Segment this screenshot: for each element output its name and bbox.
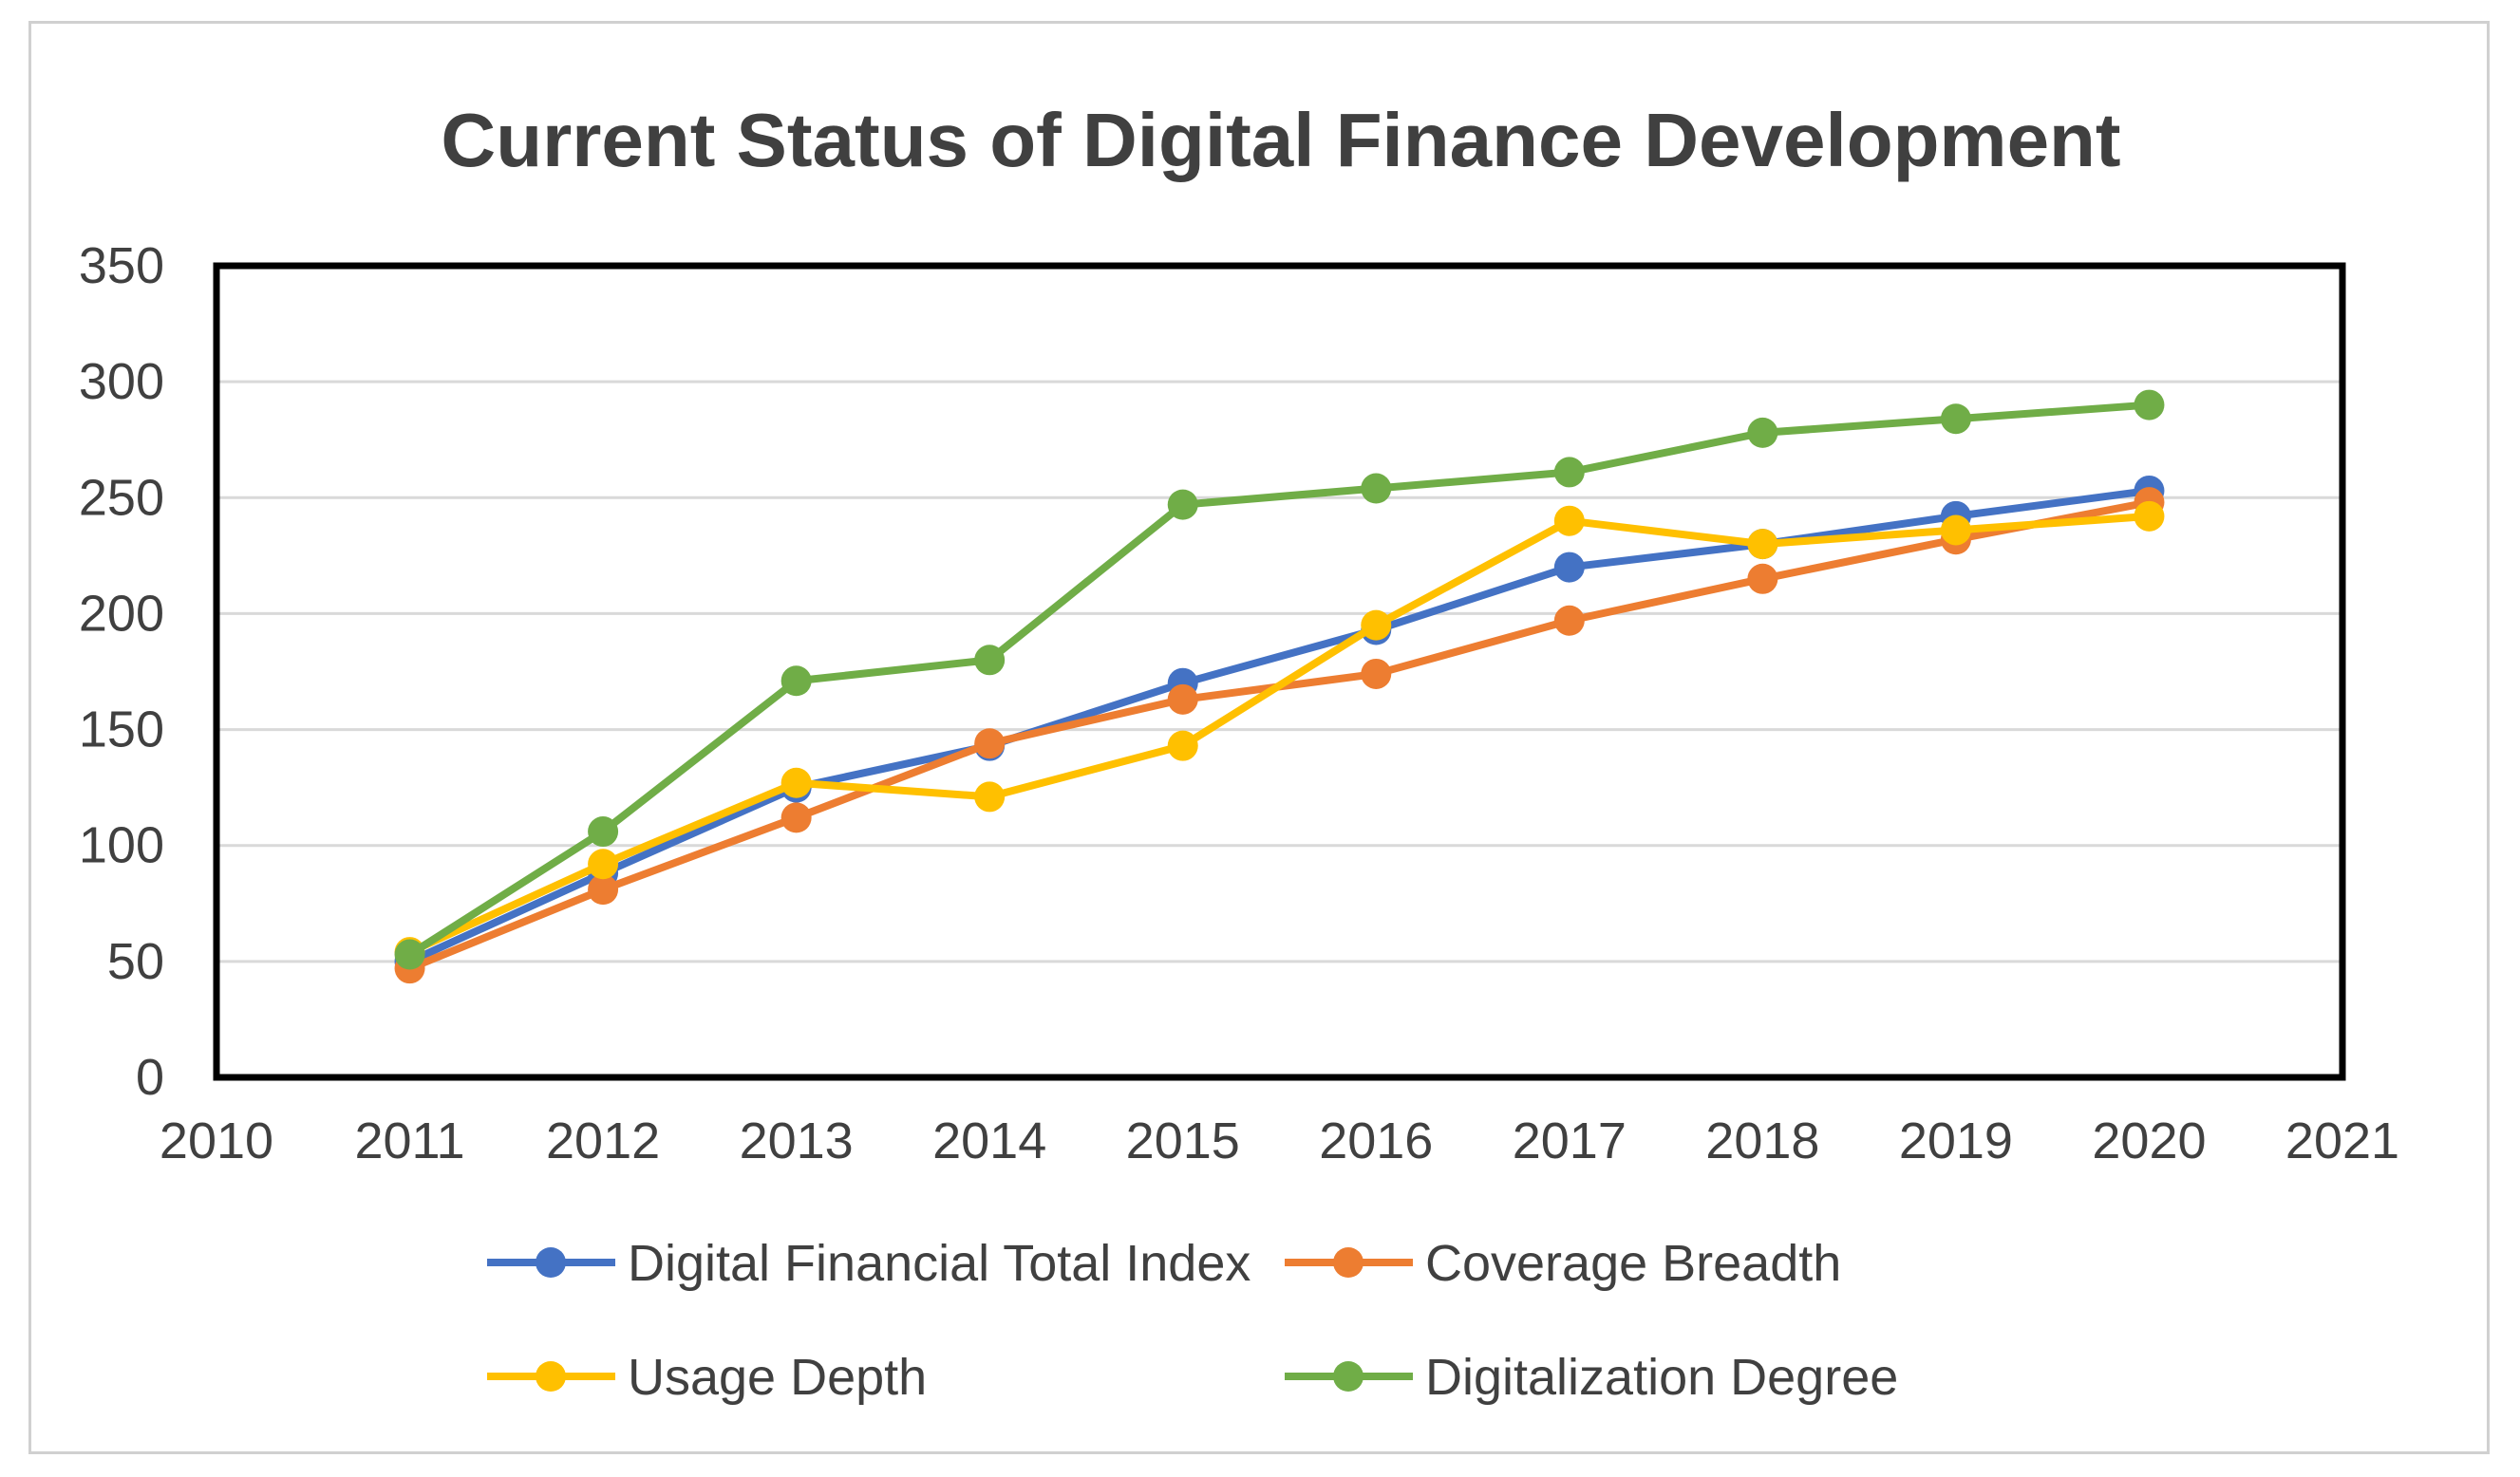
data-point [1361, 658, 1392, 689]
legend-label: Usage Depth [628, 1349, 927, 1406]
legend-item: Digital Financial Total Index [487, 1235, 1251, 1292]
data-point [1747, 417, 1778, 448]
series-line [408, 498, 2151, 972]
legend-label: Digitalization Degree [1425, 1349, 1898, 1406]
data-point [1167, 489, 1198, 520]
x-tick-label: 2010 [160, 1112, 273, 1169]
y-tick-label: 0 [136, 1049, 164, 1106]
data-point [974, 781, 1006, 813]
legend-item: Digitalization Degree [1285, 1349, 1898, 1406]
data-point [1747, 563, 1778, 594]
y-tick-label: 100 [79, 817, 164, 874]
legend-marker [536, 1247, 566, 1278]
data-point [1553, 505, 1585, 536]
data-point [974, 645, 1006, 676]
legend-marker [1333, 1361, 1363, 1392]
data-point [588, 849, 619, 880]
x-tick-label: 2012 [546, 1112, 660, 1169]
x-tick-label: 2011 [354, 1112, 464, 1169]
plot-area-border [213, 262, 2346, 1081]
data-point [2134, 389, 2165, 421]
x-tick-label: 2014 [932, 1112, 1046, 1169]
x-tick-label: 2015 [1126, 1112, 1240, 1169]
series-line [407, 401, 2150, 958]
x-tick-label: 2018 [1705, 1112, 1819, 1169]
data-point [1167, 730, 1198, 761]
data-point [1553, 605, 1585, 636]
x-tick-label: 2020 [2092, 1112, 2206, 1169]
y-tick-label: 300 [79, 353, 164, 410]
data-point [2134, 500, 2165, 532]
chart-title: Current Status of Digital Finance Develo… [441, 98, 2120, 182]
legend-label: Coverage Breadth [1425, 1235, 1841, 1292]
x-tick-label: 2016 [1319, 1112, 1433, 1169]
data-point [780, 802, 812, 833]
data-point [1167, 683, 1198, 715]
data-point [1361, 609, 1392, 641]
y-tick-label: 350 [79, 237, 164, 294]
x-tick-label: 2017 [1513, 1112, 1627, 1169]
y-tick-label: 150 [79, 701, 164, 758]
data-point [1553, 457, 1585, 488]
legend-marker [1333, 1247, 1363, 1278]
data-point [1553, 552, 1585, 583]
series-line [407, 512, 2150, 956]
data-point [780, 665, 812, 697]
data-point [974, 728, 1006, 759]
series-digitalization-degree [394, 389, 2165, 970]
legend-marker [536, 1361, 566, 1392]
series-line [407, 486, 2150, 965]
x-tick-label: 2019 [1899, 1112, 2013, 1169]
line-chart: Current Status of Digital Finance Develo… [79, 98, 2399, 1406]
x-tick-label: 2013 [740, 1112, 854, 1169]
data-point [1940, 514, 1971, 546]
y-tick-label: 200 [79, 585, 164, 642]
data-point [1361, 473, 1392, 504]
data-point [1747, 529, 1778, 560]
legend-item: Usage Depth [487, 1349, 927, 1406]
legend-item: Coverage Breadth [1285, 1235, 1841, 1292]
legend-label: Digital Financial Total Index [628, 1235, 1251, 1292]
data-point [394, 939, 425, 970]
data-point [1940, 403, 1971, 435]
x-tick-label: 2021 [2285, 1112, 2399, 1169]
data-point [588, 816, 619, 848]
series-coverage-breadth [394, 487, 2165, 984]
chart-frame: Current Status of Digital Finance Develo… [28, 21, 2490, 1454]
data-point [780, 767, 812, 798]
y-tick-label: 50 [107, 933, 164, 990]
data-point [588, 874, 619, 906]
series-usage-depth [394, 500, 2165, 968]
y-tick-label: 250 [79, 469, 164, 526]
